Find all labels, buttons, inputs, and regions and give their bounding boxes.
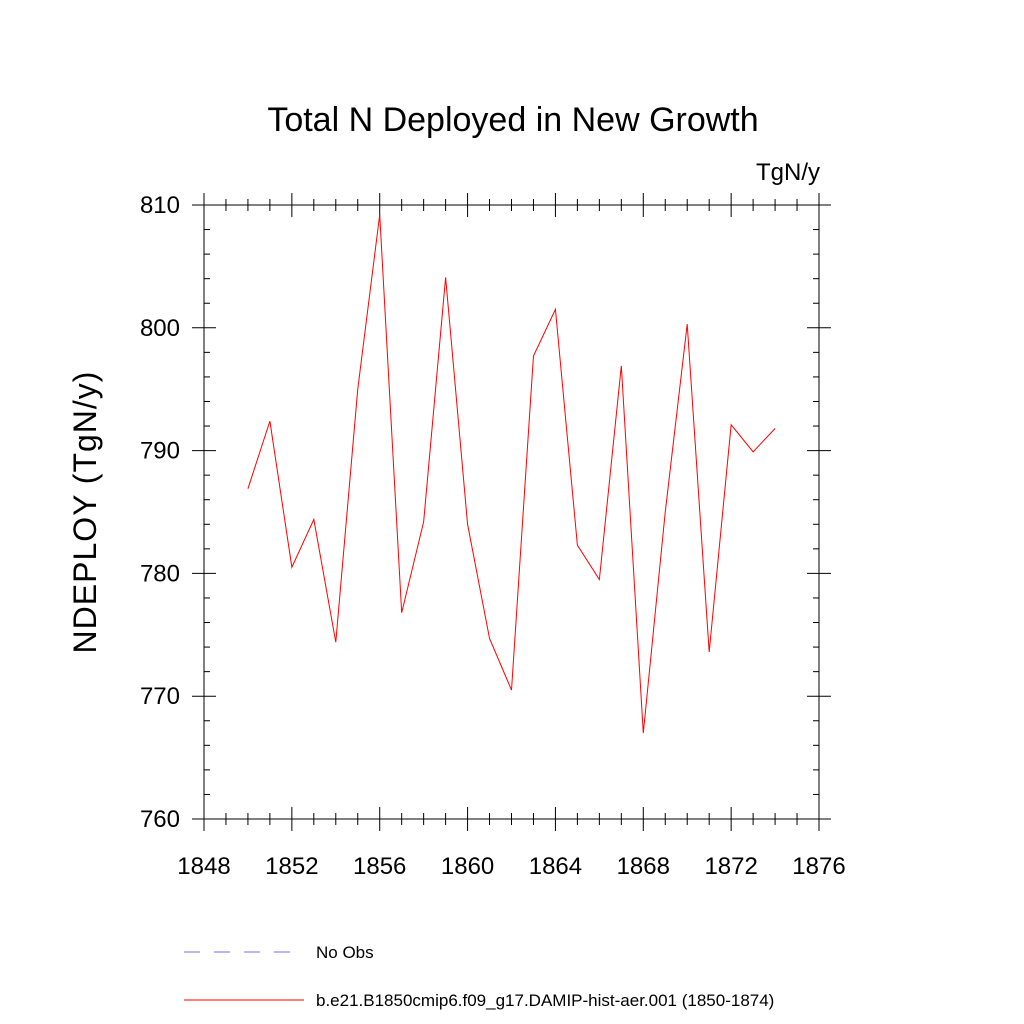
series-lines [247, 214, 776, 734]
chart-title: Total N Deployed in New Growth [267, 101, 758, 139]
x-tick-label: 1876 [792, 853, 845, 880]
x-tick-label: 1864 [529, 853, 582, 880]
legend: No Obs b.e21.B1850cmip6.f09_g17.DAMIP-hi… [184, 943, 774, 1010]
axis-tick-labels: 1848 1852 1856 1860 1864 1868 1872 1876 760 770 78… [140, 192, 846, 880]
y-tick-label: 760 [140, 806, 180, 833]
y-tick-label: 780 [140, 560, 180, 587]
series-line-0 [247, 214, 776, 734]
units-label: TgN/y [756, 159, 820, 186]
y-tick-label: 790 [140, 438, 180, 465]
axis-ticks [192, 193, 831, 831]
legend-label-model-run: b.e21.B1850cmip6.f09_g17.DAMIP-hist-aer.… [316, 991, 774, 1010]
y-tick-label: 810 [140, 192, 180, 219]
x-tick-label: 1872 [704, 853, 757, 880]
x-tick-label: 1868 [617, 853, 670, 880]
x-tick-label: 1848 [177, 853, 230, 880]
x-tick-label: 1856 [353, 853, 406, 880]
y-axis-label: NDEPLOY (TgN/y) [67, 371, 103, 654]
legend-label-no-obs: No Obs [316, 943, 374, 962]
x-tick-label: 1860 [441, 853, 494, 880]
plot-frame [203, 204, 820, 820]
y-tick-label: 770 [140, 683, 180, 710]
x-tick-label: 1852 [265, 853, 318, 880]
y-tick-label: 800 [140, 315, 180, 342]
